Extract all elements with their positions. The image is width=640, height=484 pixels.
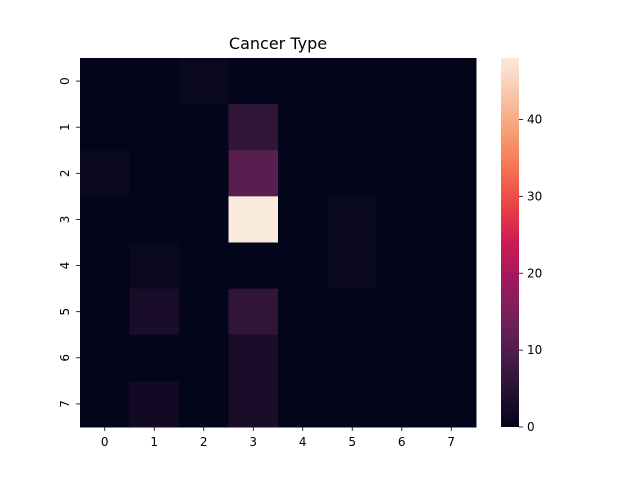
heatmap-cell-r3-c2 [179,196,229,243]
heatmap-cell-r1-c1 [129,104,180,151]
heatmap-cell-r4-c4 [278,242,328,290]
heatmap-cell-r5-c2 [179,288,229,336]
y-tick-label: 7 [58,400,72,408]
heatmap-cells [80,58,477,428]
heatmap-cell-r2-c2 [179,150,229,197]
heatmap-cell-r7-c4 [278,380,328,428]
heatmap-cell-r5-c1 [129,288,180,336]
heatmap-cell-r0-c3 [228,58,279,105]
heatmap-cell-r3-c7 [426,196,477,243]
heatmap-cell-r0-c4 [278,58,328,105]
heatmap-cell-r3-c3 [228,196,279,243]
colorbar-gradient [501,58,519,427]
chart-title: Cancer Type [229,34,327,53]
x-tick-label: 5 [348,435,356,449]
heatmap-cell-r1-c6 [377,104,427,151]
heatmap-cell-r7-c3 [228,380,279,428]
heatmap-cell-r0-c6 [377,58,427,105]
heatmap-cell-r0-c0 [80,58,130,105]
heatmap-cell-r6-c1 [129,334,180,382]
heatmap-cell-r7-c0 [80,380,130,428]
x-tick-label: 1 [150,435,158,449]
heatmap-cell-r7-c1 [129,380,180,428]
heatmap-cell-r5-c0 [80,288,130,336]
colorbar-tick-label: 20 [527,266,542,280]
heatmap-cell-r0-c2 [179,58,229,105]
colorbar: 0 10 20 30 40 [501,58,542,434]
heatmap-cell-r0-c7 [426,58,477,105]
heatmap-cell-r6-c2 [179,334,229,382]
x-tick-label: 6 [398,435,406,449]
heatmap-cell-r3-c4 [278,196,328,243]
heatmap-cell-r0-c1 [129,58,180,105]
y-tick-label: 3 [58,216,72,224]
x-axis: 0 1 2 3 4 5 6 7 [101,427,455,449]
heatmap-cell-r4-c2 [179,242,229,290]
x-tick-label: 2 [200,435,208,449]
y-tick-label: 5 [58,308,72,316]
y-tick-label: 6 [58,354,72,362]
heatmap-cell-r2-c4 [278,150,328,197]
heatmap-cell-r5-c6 [377,288,427,336]
x-tick-label: 7 [447,435,455,449]
x-tick-label: 0 [101,435,109,449]
heatmap-cell-r7-c2 [179,380,229,428]
heatmap-cell-r1-c3 [228,104,279,151]
y-tick-label: 1 [58,123,72,131]
heatmap-cell-r4-c3 [228,242,279,290]
colorbar-tick-label: 40 [527,113,542,127]
heatmap-cell-r1-c7 [426,104,477,151]
y-tick-label: 0 [58,77,72,85]
heatmap-cell-r4-c5 [327,242,378,290]
heatmap-cell-r4-c6 [377,242,427,290]
heatmap-cell-r1-c5 [327,104,378,151]
heatmap-cell-r5-c5 [327,288,378,336]
y-axis: 0 1 2 3 4 5 6 7 [58,77,80,408]
colorbar-tick-label: 0 [527,420,535,434]
heatmap-cell-r0-c5 [327,58,378,105]
x-tick-label: 3 [249,435,257,449]
heatmap-cell-r3-c5 [327,196,378,243]
heatmap-cell-r3-c1 [129,196,180,243]
heatmap-cell-r1-c4 [278,104,328,151]
heatmap-cell-r4-c7 [426,242,477,290]
heatmap-cell-r6-c7 [426,334,477,382]
heatmap-cell-r2-c3 [228,150,279,197]
heatmap-cell-r6-c3 [228,334,279,382]
heatmap-cell-r4-c0 [80,242,130,290]
heatmap-cell-r3-c0 [80,196,130,243]
heatmap-cell-r3-c6 [377,196,427,243]
heatmap-cell-r6-c6 [377,334,427,382]
colorbar-tick-label: 10 [527,343,542,357]
heatmap-cell-r7-c7 [426,380,477,428]
heatmap-cell-r2-c1 [129,150,180,197]
y-tick-label: 4 [58,262,72,270]
heatmap-cell-r2-c0 [80,150,130,197]
heatmap-cell-r2-c6 [377,150,427,197]
heatmap-cell-r5-c7 [426,288,477,336]
heatmap-cell-r1-c0 [80,104,130,151]
heatmap-cell-r6-c5 [327,334,378,382]
y-tick-label: 2 [58,169,72,177]
heatmap-cell-r5-c3 [228,288,279,336]
heatmap-cell-r5-c4 [278,288,328,336]
heatmap-cell-r1-c2 [179,104,229,151]
heatmap-cell-r4-c1 [129,242,180,290]
colorbar-tick-label: 30 [527,189,542,203]
heatmap-cell-r7-c5 [327,380,378,428]
heatmap-cell-r6-c4 [278,334,328,382]
heatmap-cell-r6-c0 [80,334,130,382]
heatmap-cell-r7-c6 [377,380,427,428]
x-tick-label: 4 [299,435,307,449]
heatmap-cell-r2-c7 [426,150,477,197]
heatmap-cell-r2-c5 [327,150,378,197]
